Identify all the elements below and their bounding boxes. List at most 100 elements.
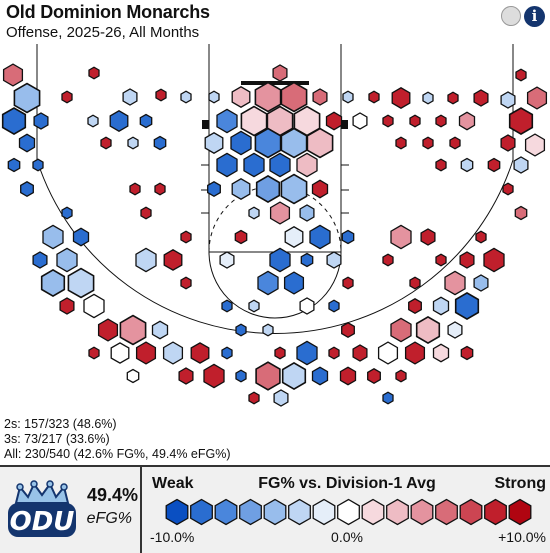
legend-hex bbox=[508, 498, 532, 526]
shot-hex bbox=[61, 90, 73, 104]
shot-hex bbox=[454, 291, 480, 321]
shot-hex bbox=[255, 361, 281, 391]
shot-hex bbox=[243, 152, 265, 178]
odu-crown-logo: ODU bbox=[8, 480, 76, 537]
shot-hex bbox=[254, 127, 282, 159]
legend-hex bbox=[435, 498, 458, 526]
shot-hex bbox=[269, 247, 291, 273]
shot-hex bbox=[326, 251, 342, 269]
shot-hex bbox=[395, 136, 407, 150]
legend-hex bbox=[239, 498, 262, 526]
shot-hex bbox=[281, 361, 307, 391]
shot-hex bbox=[435, 253, 447, 267]
shot-hex bbox=[231, 178, 251, 200]
shot-hex bbox=[178, 367, 194, 385]
shot-hex bbox=[204, 132, 224, 154]
free-throw-circle-upper bbox=[208, 185, 342, 253]
hex-layer bbox=[1, 63, 548, 407]
shot-hex bbox=[153, 135, 167, 151]
shot-hex bbox=[473, 89, 489, 107]
shot-hex bbox=[274, 346, 286, 360]
shot-hex bbox=[515, 68, 527, 82]
shot-hex bbox=[135, 247, 157, 273]
shot-hex bbox=[328, 346, 340, 360]
chart-header: Old Dominion Monarchs Offense, 2025-26, … bbox=[0, 0, 550, 44]
shot-hex bbox=[500, 134, 516, 152]
shot-hex bbox=[306, 127, 334, 159]
shot-hex bbox=[514, 205, 528, 221]
legend-hex bbox=[459, 498, 483, 526]
shot-hex bbox=[163, 249, 183, 271]
shot-hex bbox=[140, 206, 152, 220]
shot-hex bbox=[122, 88, 138, 106]
shot-hex bbox=[325, 111, 343, 131]
shot-hex bbox=[151, 320, 169, 340]
shot-hex bbox=[382, 114, 394, 128]
legend-hex bbox=[288, 498, 311, 526]
shot-hex bbox=[284, 226, 304, 248]
shot-hex bbox=[13, 82, 41, 114]
shot-hex bbox=[88, 66, 100, 80]
shot-hex bbox=[88, 346, 100, 360]
shot-hex bbox=[248, 206, 260, 220]
shot-hex bbox=[139, 113, 153, 129]
shot-hex bbox=[390, 224, 412, 250]
shot-hex bbox=[432, 343, 450, 363]
shot-hex bbox=[435, 114, 447, 128]
legend-min-label: -10.0% bbox=[150, 529, 195, 545]
toggle-circle-icon[interactable] bbox=[501, 6, 521, 26]
shot-hex bbox=[255, 174, 281, 204]
legend-hex bbox=[214, 498, 238, 526]
shot-hex bbox=[367, 368, 381, 385]
shot-hex bbox=[311, 366, 329, 386]
legend-hex bbox=[312, 498, 336, 526]
shot-hex bbox=[97, 318, 119, 342]
shot-hex bbox=[420, 228, 436, 246]
shot-hex bbox=[300, 252, 314, 268]
shot-hex bbox=[231, 86, 251, 108]
shot-hex bbox=[180, 276, 192, 290]
shot-hex bbox=[377, 341, 399, 365]
shot-hex bbox=[18, 133, 36, 153]
shot-hex bbox=[273, 389, 289, 407]
shot-hex bbox=[87, 114, 99, 128]
shot-hex bbox=[126, 368, 140, 384]
shot-hex bbox=[459, 251, 475, 269]
lane-block-right bbox=[341, 120, 348, 129]
shot-hex bbox=[352, 112, 368, 130]
legend-hex bbox=[190, 498, 213, 526]
shot-hex bbox=[299, 297, 315, 315]
shot-hex bbox=[513, 156, 529, 174]
shot-hex bbox=[342, 276, 354, 290]
legend-hex bbox=[484, 498, 507, 526]
shot-hex bbox=[460, 345, 474, 361]
shot-hex bbox=[487, 157, 501, 173]
shot-hex bbox=[221, 299, 233, 313]
shot-hex bbox=[395, 369, 407, 383]
shot-hex bbox=[409, 276, 421, 290]
shot-hex bbox=[72, 227, 90, 247]
shot-hex bbox=[296, 340, 318, 366]
shot-hex bbox=[390, 317, 412, 343]
shot-hex bbox=[391, 87, 411, 109]
info-icon[interactable]: i bbox=[524, 6, 545, 27]
shot-hex bbox=[1, 107, 27, 136]
shot-hex bbox=[2, 63, 24, 87]
shot-hex bbox=[127, 136, 139, 150]
chart-title: Old Dominion Monarchs bbox=[6, 2, 210, 22]
shot-hex bbox=[254, 81, 282, 113]
shot-hex bbox=[422, 91, 434, 105]
shot-hex bbox=[382, 253, 394, 267]
shot-hex bbox=[32, 158, 44, 172]
shot-hex bbox=[67, 267, 95, 299]
shooting-stats: 2s: 157/323 (48.6%) 3s: 73/217 (33.6%) A… bbox=[4, 417, 231, 462]
shot-hex bbox=[408, 298, 422, 315]
shot-hex bbox=[269, 152, 291, 178]
efg-value: 49.4% bbox=[86, 485, 138, 505]
efg-label: eFG% bbox=[86, 510, 132, 527]
shot-hex bbox=[524, 133, 546, 157]
shot-hex bbox=[299, 204, 315, 222]
shot-hex bbox=[473, 274, 489, 292]
shot-hex bbox=[449, 136, 461, 150]
logo-text: ODU bbox=[10, 507, 75, 537]
